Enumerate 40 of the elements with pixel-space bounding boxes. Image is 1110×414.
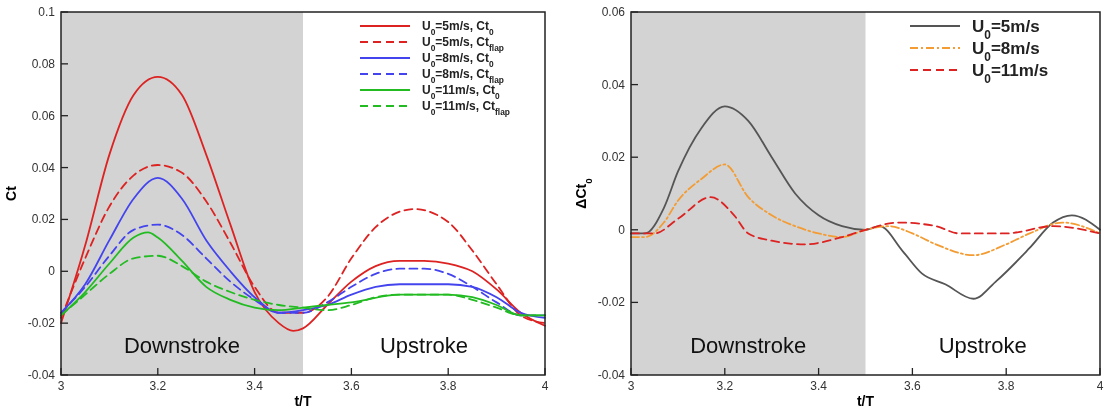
x-tick-label: 3.8 <box>439 379 457 393</box>
line-series <box>630 163 1101 257</box>
y-tick-label: 0.04 <box>31 160 56 175</box>
line-series <box>630 196 1101 246</box>
x-axis-title: t/T <box>856 393 875 409</box>
y-tick-label: 0.02 <box>31 212 56 227</box>
x-tick-label: 3.2 <box>149 379 167 393</box>
x-tick-label: 3.4 <box>810 379 828 393</box>
y-tick-label: 0.02 <box>601 150 626 165</box>
y-tick-label: 0 <box>618 222 626 237</box>
band-label: Downstroke <box>123 333 241 358</box>
legend-label: U$_{0}$=5m/s, Ct$_{flap}$ <box>422 35 504 54</box>
x-tick-label: 3.8 <box>997 379 1015 393</box>
y-tick-label: 0.06 <box>601 5 626 19</box>
x-tick-label: 3.6 <box>343 379 361 393</box>
y-tick-label: -0.02 <box>27 316 56 331</box>
x-axis-title: t/T <box>294 393 312 409</box>
y-axis-title: Ct <box>3 185 19 201</box>
y-tick-label: -0.04 <box>27 368 56 382</box>
legend-label: U$_{0}$=11m/s, Ct$_{flap}$ <box>422 99 510 118</box>
y-tick-label: 0.04 <box>601 77 626 92</box>
annotation: Upstroke <box>379 333 469 358</box>
x-tick-label: 3.4 <box>246 379 264 393</box>
legend-label: U$_{0}$=5m/s, Ct$_{0}$ <box>422 19 495 38</box>
y-tick-label: -0.02 <box>597 295 626 310</box>
legend-label: U$_{0}$=8m/s, Ct$_{flap}$ <box>422 67 504 86</box>
legend-label: U$_{0}$=8m/s, Ct$_{0}$ <box>422 51 495 70</box>
y-tick-label: 0 <box>48 264 56 279</box>
y-tick-label: 0.08 <box>31 56 56 71</box>
x-tick-label: 4 <box>1096 379 1104 393</box>
band-label: Downstroke <box>690 333 807 358</box>
x-tick-label: 3 <box>627 379 635 393</box>
x-tick-label: 3.6 <box>904 379 922 393</box>
y-tick-label: -0.04 <box>597 368 626 382</box>
annotation: Upstroke <box>938 333 1027 358</box>
x-tick-label: 4 <box>541 379 549 393</box>
x-tick-label: 3.2 <box>716 379 734 393</box>
y-tick-label: 0.06 <box>31 108 56 123</box>
x-tick-label: 3 <box>57 379 65 393</box>
y-tick-label: 0.1 <box>38 5 56 19</box>
